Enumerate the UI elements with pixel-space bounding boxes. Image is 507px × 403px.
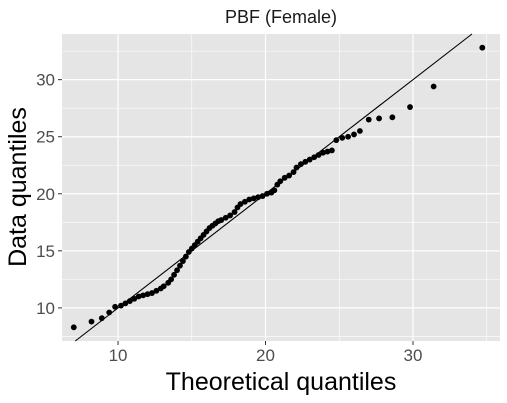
data-point <box>339 134 346 141</box>
data-point <box>277 178 284 185</box>
data-point <box>135 293 142 300</box>
data-point <box>345 133 352 140</box>
data-point <box>407 104 413 110</box>
data-point <box>298 161 304 168</box>
x-axis-ticks: 10 20 30 <box>109 341 423 365</box>
data-point <box>231 209 238 215</box>
data-point <box>98 315 105 322</box>
data-point <box>88 318 95 325</box>
data-point <box>149 290 155 296</box>
x-tick-label: 20 <box>256 346 275 365</box>
data-point <box>356 128 363 134</box>
data-point <box>246 196 253 203</box>
y-tick-label: 25 <box>36 128 55 147</box>
y-tick-label: 30 <box>36 71 55 90</box>
grid-minor <box>62 34 500 341</box>
data-point <box>315 152 322 158</box>
y-axis-ticks: 10 15 20 25 30 <box>36 71 62 318</box>
x-tick-label: 30 <box>404 346 423 365</box>
data-point <box>122 300 129 307</box>
data-point <box>118 302 124 309</box>
data-point <box>351 131 357 138</box>
data-point <box>126 298 133 304</box>
data-point <box>302 158 309 165</box>
data-point <box>264 190 270 197</box>
data-point <box>306 156 313 163</box>
reference-line <box>74 33 473 342</box>
y-tick-label: 20 <box>36 185 55 204</box>
data-point <box>70 324 77 331</box>
data-point <box>182 253 189 260</box>
data-point <box>140 292 147 299</box>
data-point <box>271 187 278 194</box>
data-point <box>174 267 180 274</box>
data-point <box>333 137 340 144</box>
data-point <box>218 217 225 223</box>
data-point <box>290 169 297 175</box>
data-point <box>144 291 151 298</box>
y-axis-title: Data quantiles <box>4 107 32 267</box>
data-point <box>131 295 138 302</box>
plot-panel <box>62 34 500 341</box>
data-point <box>160 283 167 290</box>
data-point <box>241 198 248 205</box>
data-point <box>376 115 382 122</box>
x-axis-title: Theoretical quantiles <box>166 368 397 396</box>
data-point <box>168 276 175 283</box>
y-tick-label: 10 <box>36 299 55 318</box>
grid-major <box>62 34 500 341</box>
data-point <box>430 83 437 90</box>
data-point <box>171 271 177 278</box>
data-point <box>259 193 266 199</box>
data-point <box>153 287 160 294</box>
data-point <box>281 174 288 181</box>
chart-title: PBF (Female) <box>225 7 337 27</box>
data-point <box>328 147 335 154</box>
data-point <box>324 148 331 155</box>
data-point <box>180 258 186 265</box>
data-point <box>293 164 300 171</box>
data-point <box>227 212 234 219</box>
data-point <box>177 262 183 269</box>
x-tick-label: 10 <box>109 346 128 365</box>
data-point <box>389 114 396 121</box>
data-point <box>106 309 113 316</box>
data-point <box>250 195 257 202</box>
data-point <box>112 303 118 310</box>
data-point <box>311 154 318 161</box>
data-point <box>237 201 244 207</box>
data-point <box>365 116 372 123</box>
data-point <box>479 44 486 51</box>
data-points <box>70 44 486 331</box>
data-point <box>286 172 293 179</box>
data-point <box>222 214 229 221</box>
data-point <box>255 194 262 201</box>
y-tick-label: 15 <box>36 242 55 261</box>
data-point <box>320 149 326 156</box>
